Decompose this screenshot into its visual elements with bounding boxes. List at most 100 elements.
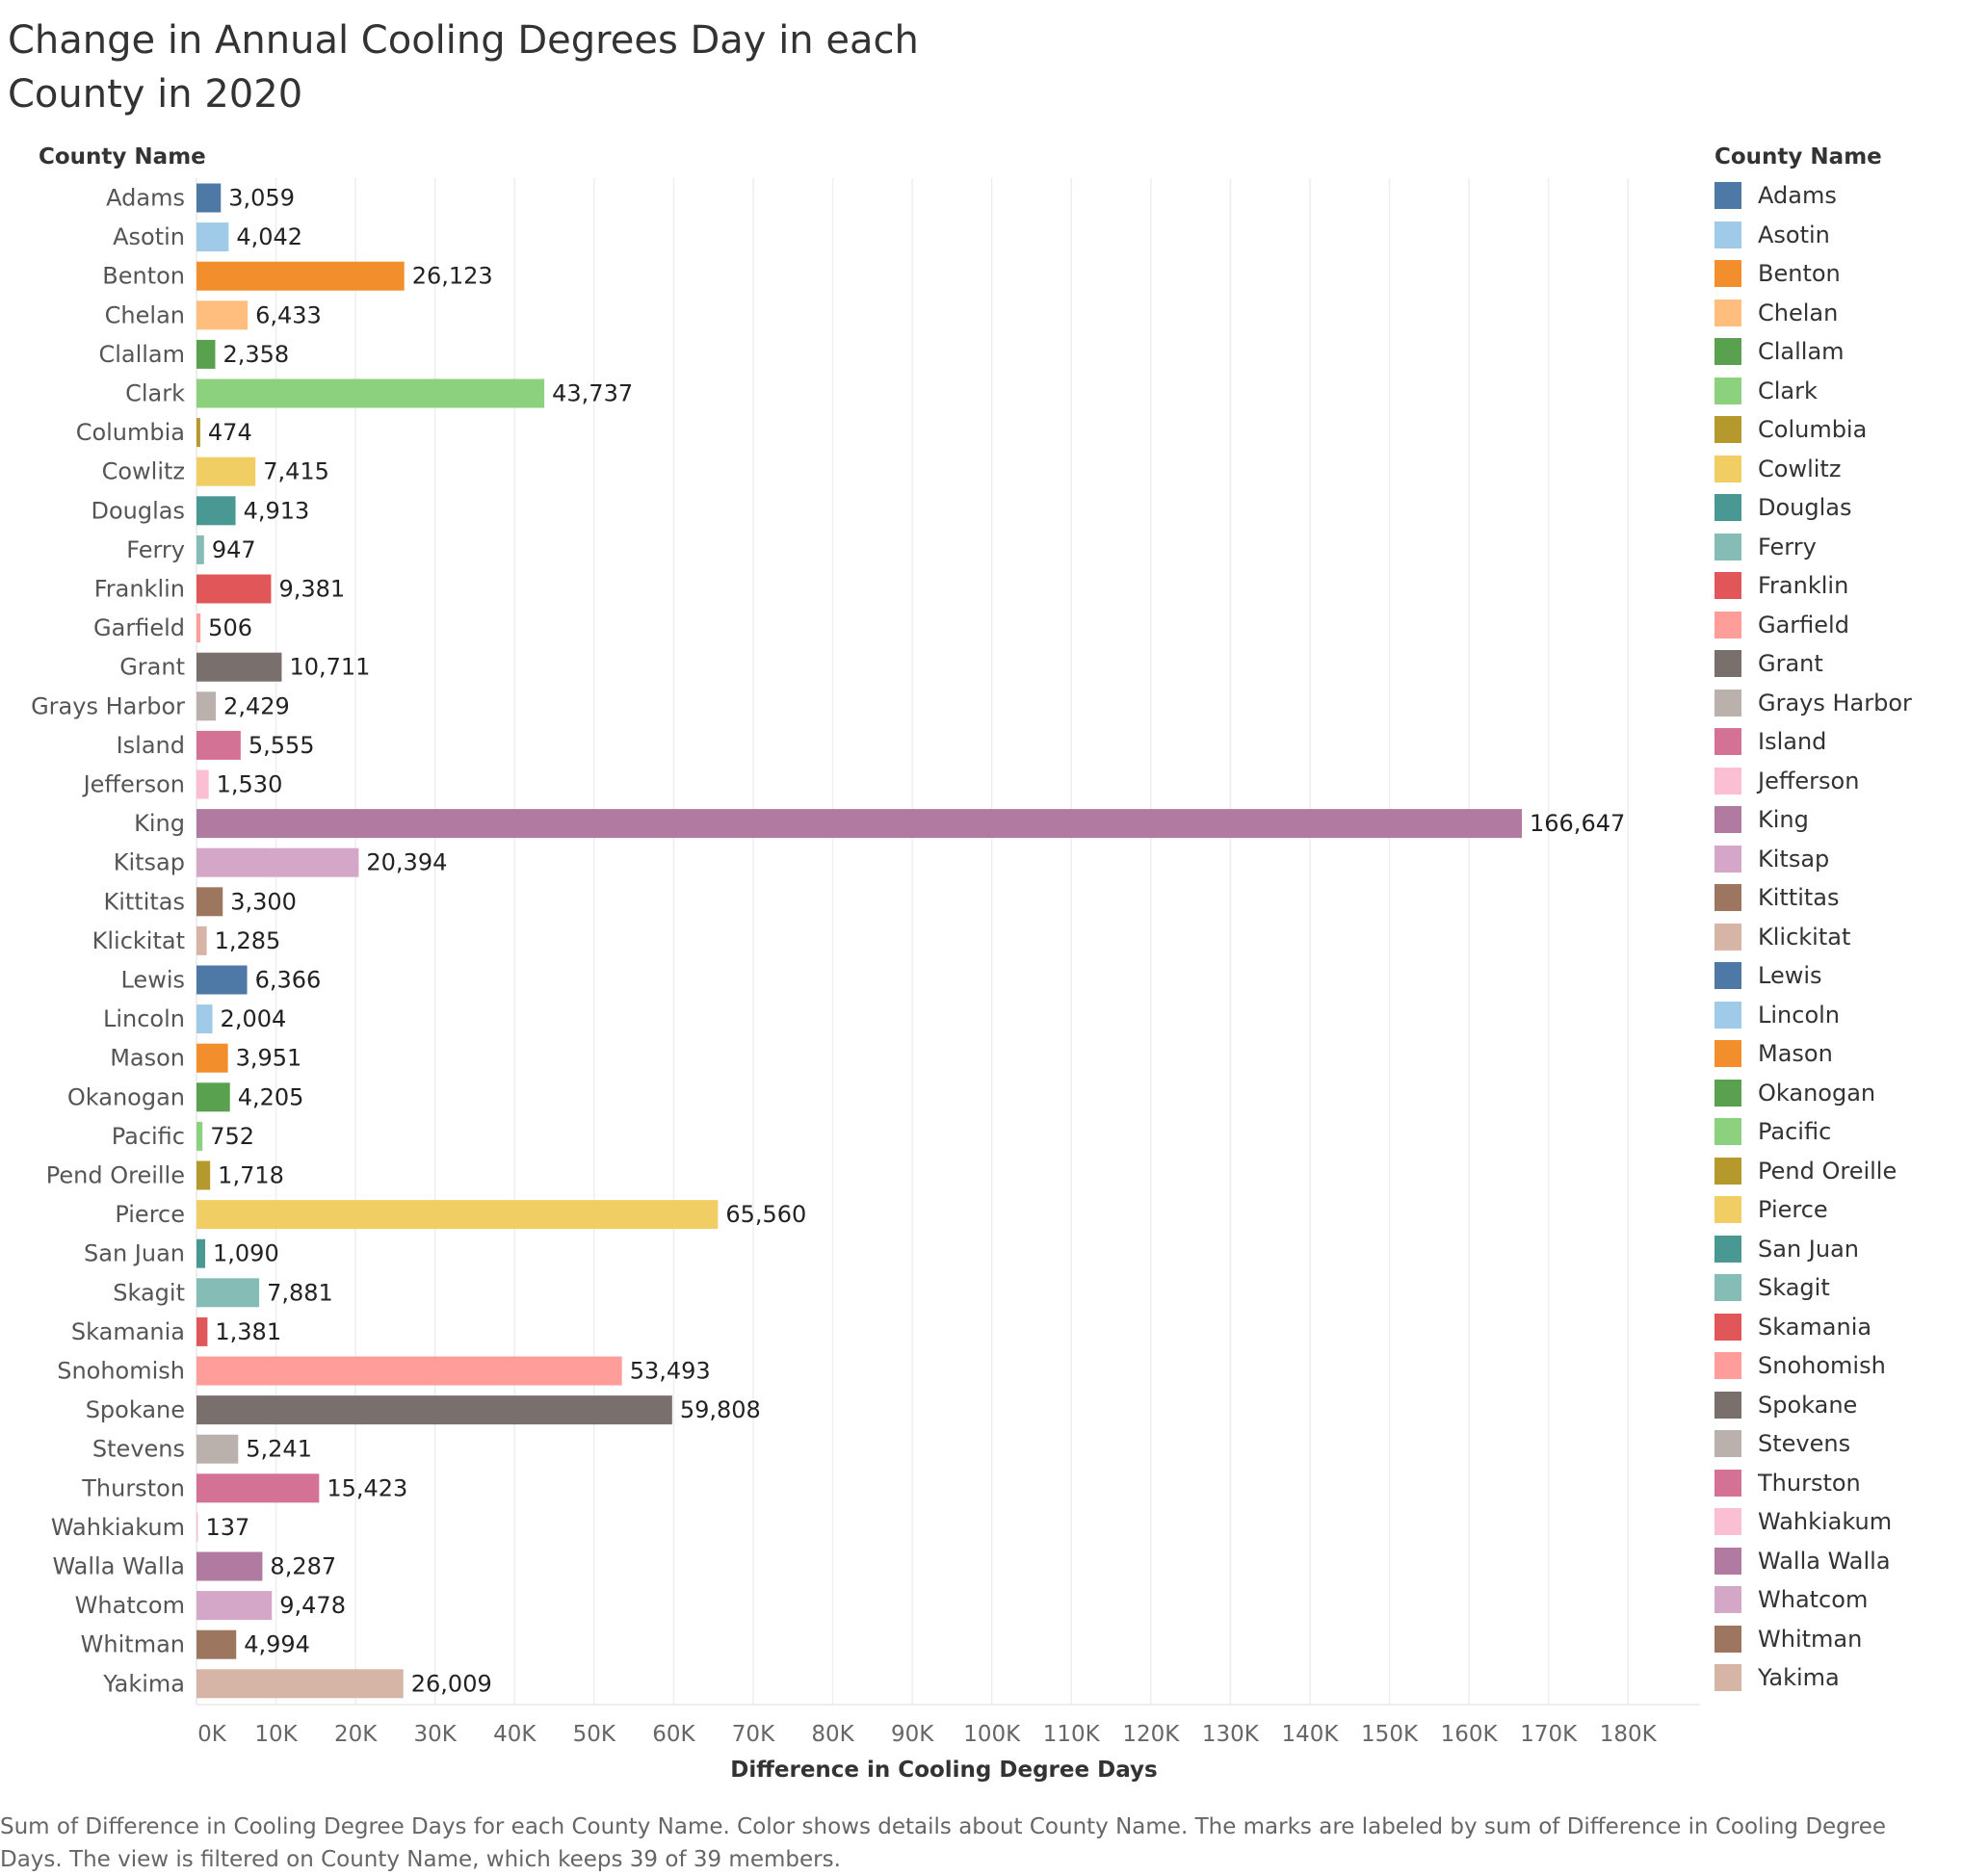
data-label: 1,381 — [215, 1318, 281, 1345]
data-label: 752 — [210, 1123, 254, 1150]
legend-label: Kitsap — [1758, 845, 1830, 873]
legend-swatch — [1714, 1196, 1741, 1223]
y-tick-label: Adams — [106, 185, 185, 212]
bar — [196, 183, 222, 213]
data-label: 3,059 — [228, 185, 295, 212]
legend-item: Spokane — [1714, 1388, 1955, 1426]
legend-item: Walla Walla — [1714, 1544, 1955, 1582]
x-tick-label: 40K — [493, 1722, 537, 1747]
data-label: 4,042 — [236, 223, 302, 250]
y-tick-label: Pend Oreille — [46, 1162, 185, 1189]
data-label: 1,530 — [217, 771, 283, 798]
bar — [196, 613, 201, 643]
y-tick-label: Walla Walla — [52, 1553, 185, 1580]
data-label: 1,718 — [218, 1162, 284, 1189]
y-tick-label: Snohomish — [57, 1358, 185, 1385]
legend-swatch — [1714, 1547, 1741, 1575]
legend-item: Chelan — [1714, 296, 1955, 334]
bar — [196, 378, 545, 408]
legend-item: Asotin — [1714, 218, 1955, 256]
bar — [196, 1238, 206, 1268]
bar — [196, 925, 207, 955]
legend-swatch — [1714, 689, 1741, 717]
x-tick-label: 10K — [254, 1722, 298, 1747]
y-tick-label: Island — [117, 732, 185, 759]
legend-item: Skagit — [1714, 1270, 1955, 1309]
x-axis-title: Difference in Cooling Degree Days — [730, 1758, 1158, 1783]
legend-title: County Name — [1714, 144, 1882, 169]
legend-item: Franklin — [1714, 568, 1955, 607]
legend-item: Skamania — [1714, 1310, 1955, 1348]
legend-swatch — [1714, 1352, 1741, 1379]
legend-label: San Juan — [1758, 1235, 1859, 1263]
bar — [196, 1043, 228, 1073]
data-label: 506 — [208, 614, 252, 641]
y-tick-label: Benton — [102, 263, 185, 290]
legend-swatch — [1714, 533, 1741, 560]
legend-label: Franklin — [1758, 572, 1849, 599]
legend-item: Grays Harbor — [1714, 686, 1955, 724]
bar — [196, 574, 272, 604]
x-tick-label: 70K — [732, 1722, 775, 1747]
legend-item: Lewis — [1714, 958, 1955, 997]
legend-swatch — [1714, 650, 1741, 677]
data-label: 4,913 — [244, 497, 310, 524]
legend-item: King — [1714, 802, 1955, 841]
data-label: 7,881 — [267, 1279, 333, 1306]
data-label: 474 — [208, 419, 252, 446]
legend-item: Kittitas — [1714, 880, 1955, 919]
bar — [196, 339, 216, 369]
legend-swatch — [1714, 221, 1741, 248]
legend-swatch — [1714, 1313, 1741, 1341]
legend-label: Clallam — [1758, 338, 1845, 365]
legend-swatch — [1714, 377, 1741, 404]
legend-label: Benton — [1758, 260, 1841, 287]
data-label: 947 — [212, 536, 256, 563]
legend-label: Skamania — [1758, 1313, 1872, 1341]
legend-swatch — [1714, 416, 1741, 443]
legend-item: Stevens — [1714, 1426, 1955, 1465]
data-label: 3,951 — [236, 1045, 302, 1072]
legend-label: Klickitat — [1758, 923, 1851, 951]
data-label: 8,287 — [270, 1553, 336, 1580]
legend-label: Jefferson — [1758, 767, 1860, 795]
legend-item: Pierce — [1714, 1192, 1955, 1231]
y-tick-label: Garfield — [93, 614, 185, 641]
legend-swatch — [1714, 1625, 1741, 1653]
legend-item: Clallam — [1714, 334, 1955, 373]
x-tick-label: 170K — [1520, 1722, 1578, 1747]
legend-item: Adams — [1714, 178, 1955, 217]
bar — [196, 1512, 198, 1542]
legend-item: Okanogan — [1714, 1076, 1955, 1114]
y-tick-label: Douglas — [92, 497, 186, 524]
legend-item: Thurston — [1714, 1466, 1955, 1504]
data-label: 9,381 — [278, 576, 345, 603]
y-tick-label: Thurston — [81, 1474, 185, 1501]
legend-swatch — [1714, 182, 1741, 209]
legend-swatch — [1714, 1157, 1741, 1185]
y-tick-label: Spokane — [86, 1396, 185, 1423]
data-label: 1,090 — [213, 1240, 279, 1267]
data-label: 20,394 — [366, 849, 447, 876]
legend-item: Grant — [1714, 646, 1955, 685]
y-tick-label: Columbia — [76, 419, 185, 446]
legend-label: Mason — [1758, 1040, 1833, 1067]
legend-label: King — [1758, 806, 1809, 833]
legend-swatch — [1714, 1079, 1741, 1107]
bar — [196, 769, 209, 799]
bar — [196, 496, 236, 526]
data-label: 2,004 — [221, 1005, 287, 1032]
legend-item: Pend Oreille — [1714, 1154, 1955, 1192]
data-label: 26,123 — [412, 263, 493, 290]
y-tick-label: Lewis — [120, 967, 185, 994]
chart-caption: Sum of Difference in Cooling Degree Days… — [0, 1814, 1887, 1872]
x-tick-label: 100K — [963, 1722, 1021, 1747]
legend-label: Grant — [1758, 650, 1823, 677]
legend-swatch — [1714, 1469, 1741, 1497]
x-tick-label: 60K — [652, 1722, 695, 1747]
bar — [196, 418, 200, 448]
x-tick-label: 50K — [573, 1722, 616, 1747]
x-tick-label: 140K — [1281, 1722, 1339, 1747]
legend-item: Yakima — [1714, 1660, 1955, 1699]
data-label: 7,415 — [263, 458, 329, 485]
